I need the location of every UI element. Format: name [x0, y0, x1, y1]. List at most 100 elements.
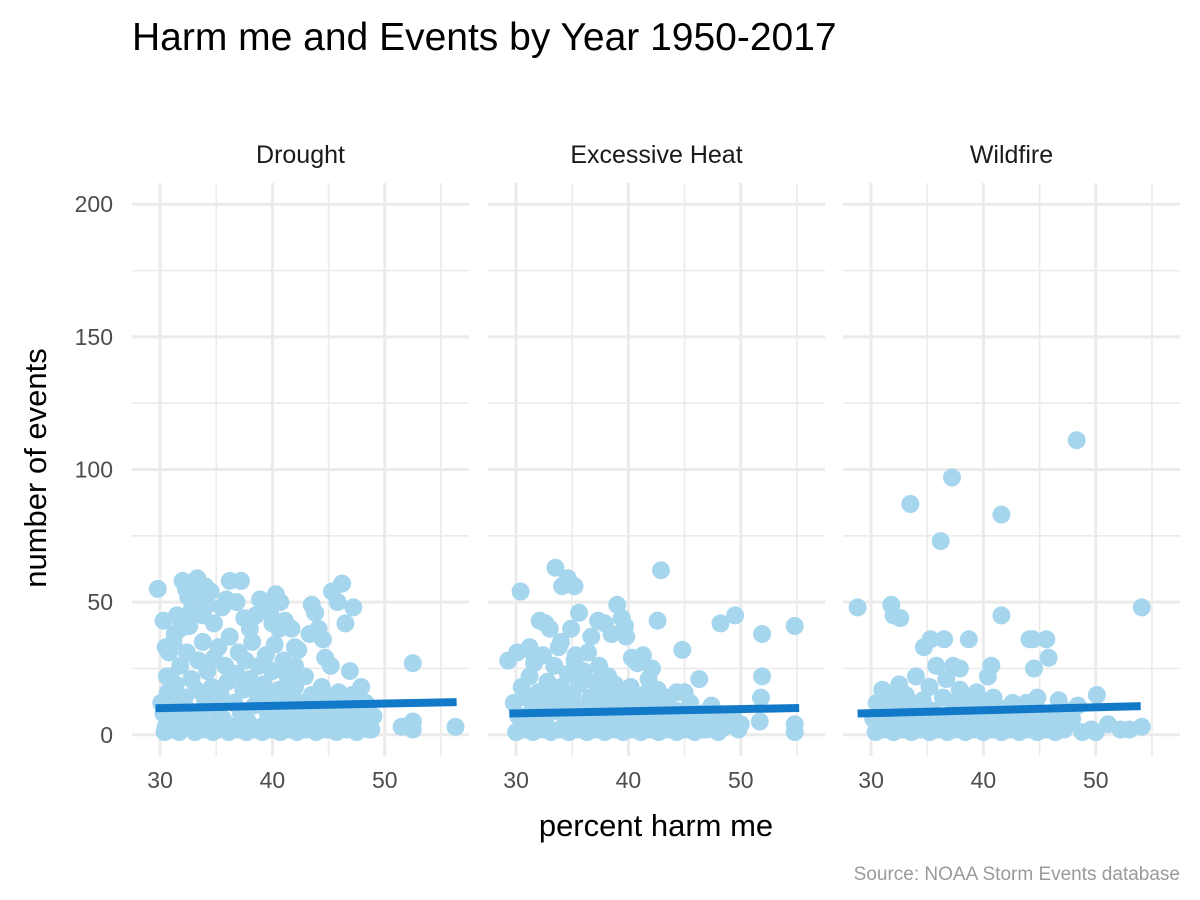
data-point	[540, 619, 559, 638]
data-point	[343, 686, 362, 704]
x-tick-label: 30	[858, 767, 884, 793]
y-tick-label: 0	[100, 722, 113, 748]
data-point	[935, 630, 954, 649]
data-point	[638, 683, 657, 702]
panel-strip-label: Wildfire	[970, 141, 1053, 169]
data-point	[581, 688, 600, 707]
panel-strip-label: Drought	[256, 141, 345, 169]
data-point	[165, 625, 184, 643]
data-point	[562, 619, 581, 638]
trend-line	[509, 703, 800, 718]
data-point	[148, 579, 167, 598]
data-point	[243, 632, 262, 651]
data-point	[549, 638, 568, 657]
data-point	[314, 630, 332, 649]
data-point	[274, 651, 293, 670]
data-point	[1132, 598, 1151, 617]
data-point	[340, 662, 359, 681]
data-point	[193, 632, 212, 651]
data-point	[344, 598, 363, 617]
data-point	[648, 611, 667, 630]
data-point	[209, 638, 228, 657]
data-point	[347, 723, 366, 742]
data-point	[205, 614, 223, 633]
data-point	[891, 609, 910, 628]
panel-wildfire: Wildfire 30 40 50	[843, 141, 1180, 793]
data-point	[753, 667, 772, 686]
panel-strip-label: Excessive Heat	[570, 141, 742, 169]
data-point	[312, 678, 331, 696]
x-tick-label: 30	[147, 767, 173, 793]
panel-drought: Drought 30 40 50	[132, 141, 469, 793]
data-point	[920, 678, 939, 696]
x-tick-label: 50	[1083, 767, 1109, 793]
data-point	[333, 574, 352, 593]
data-point	[1082, 720, 1101, 739]
data-point	[950, 659, 969, 678]
x-tick-label: 50	[372, 767, 398, 793]
facet-panels: Drought 30 40 50 Excessive Heat 30 40 50 Wildfir…	[132, 141, 1180, 793]
data-point	[364, 707, 383, 726]
source-caption: Source: NOAA Storm Events database	[854, 864, 1180, 885]
data-point	[1055, 720, 1074, 739]
data-point	[265, 635, 284, 654]
y-axis-ticks: 0 50 100 150 200	[75, 191, 113, 748]
data-point	[729, 720, 748, 739]
data-point	[582, 627, 601, 646]
data-point	[558, 664, 577, 683]
data-point	[1023, 630, 1042, 649]
data-point	[1087, 686, 1106, 704]
data-point	[634, 646, 652, 665]
data-point	[329, 683, 348, 702]
y-tick-label: 150	[75, 324, 113, 350]
x-tick-label: 50	[728, 767, 754, 793]
data-point	[403, 654, 422, 673]
data-point	[296, 667, 314, 686]
data-point	[534, 646, 552, 665]
x-axis-title: percent harm me	[539, 808, 773, 843]
trend-line	[857, 702, 1141, 718]
data-point	[574, 662, 593, 681]
data-point	[753, 625, 772, 643]
chart-title: Harm me and Events by Year 1950-2017	[132, 16, 837, 59]
data-point	[690, 670, 709, 689]
data-point	[300, 625, 319, 643]
data-point	[652, 561, 670, 580]
data-point	[166, 675, 185, 694]
data-point	[602, 625, 621, 643]
data-point	[232, 571, 250, 590]
data-point	[927, 656, 946, 675]
data-point	[785, 723, 804, 742]
trend-line	[155, 698, 457, 713]
data-point	[750, 712, 769, 731]
x-tick-label: 40	[616, 767, 642, 793]
data-point	[321, 656, 340, 675]
data-point	[643, 659, 661, 678]
data-point	[545, 656, 564, 675]
data-point	[1039, 648, 1058, 667]
data-point	[546, 558, 565, 577]
data-point	[220, 627, 239, 646]
x-tick-label: 30	[503, 767, 529, 793]
x-tick-label: 40	[260, 767, 286, 793]
data-point	[198, 662, 217, 681]
data-point	[362, 720, 381, 739]
data-point	[1099, 715, 1118, 734]
data-point	[1025, 659, 1043, 678]
data-point	[673, 640, 692, 659]
data-point	[967, 683, 986, 702]
data-point	[711, 614, 730, 633]
data-point	[565, 577, 584, 596]
data-point	[392, 717, 411, 736]
data-point	[446, 717, 465, 736]
data-point	[211, 686, 230, 704]
data-point	[328, 593, 347, 612]
data-point	[921, 630, 940, 649]
data-point	[901, 495, 920, 513]
data-point	[978, 667, 997, 686]
data-point	[848, 598, 867, 617]
data-point	[306, 603, 325, 622]
data-point	[896, 686, 915, 704]
data-point	[785, 617, 804, 635]
